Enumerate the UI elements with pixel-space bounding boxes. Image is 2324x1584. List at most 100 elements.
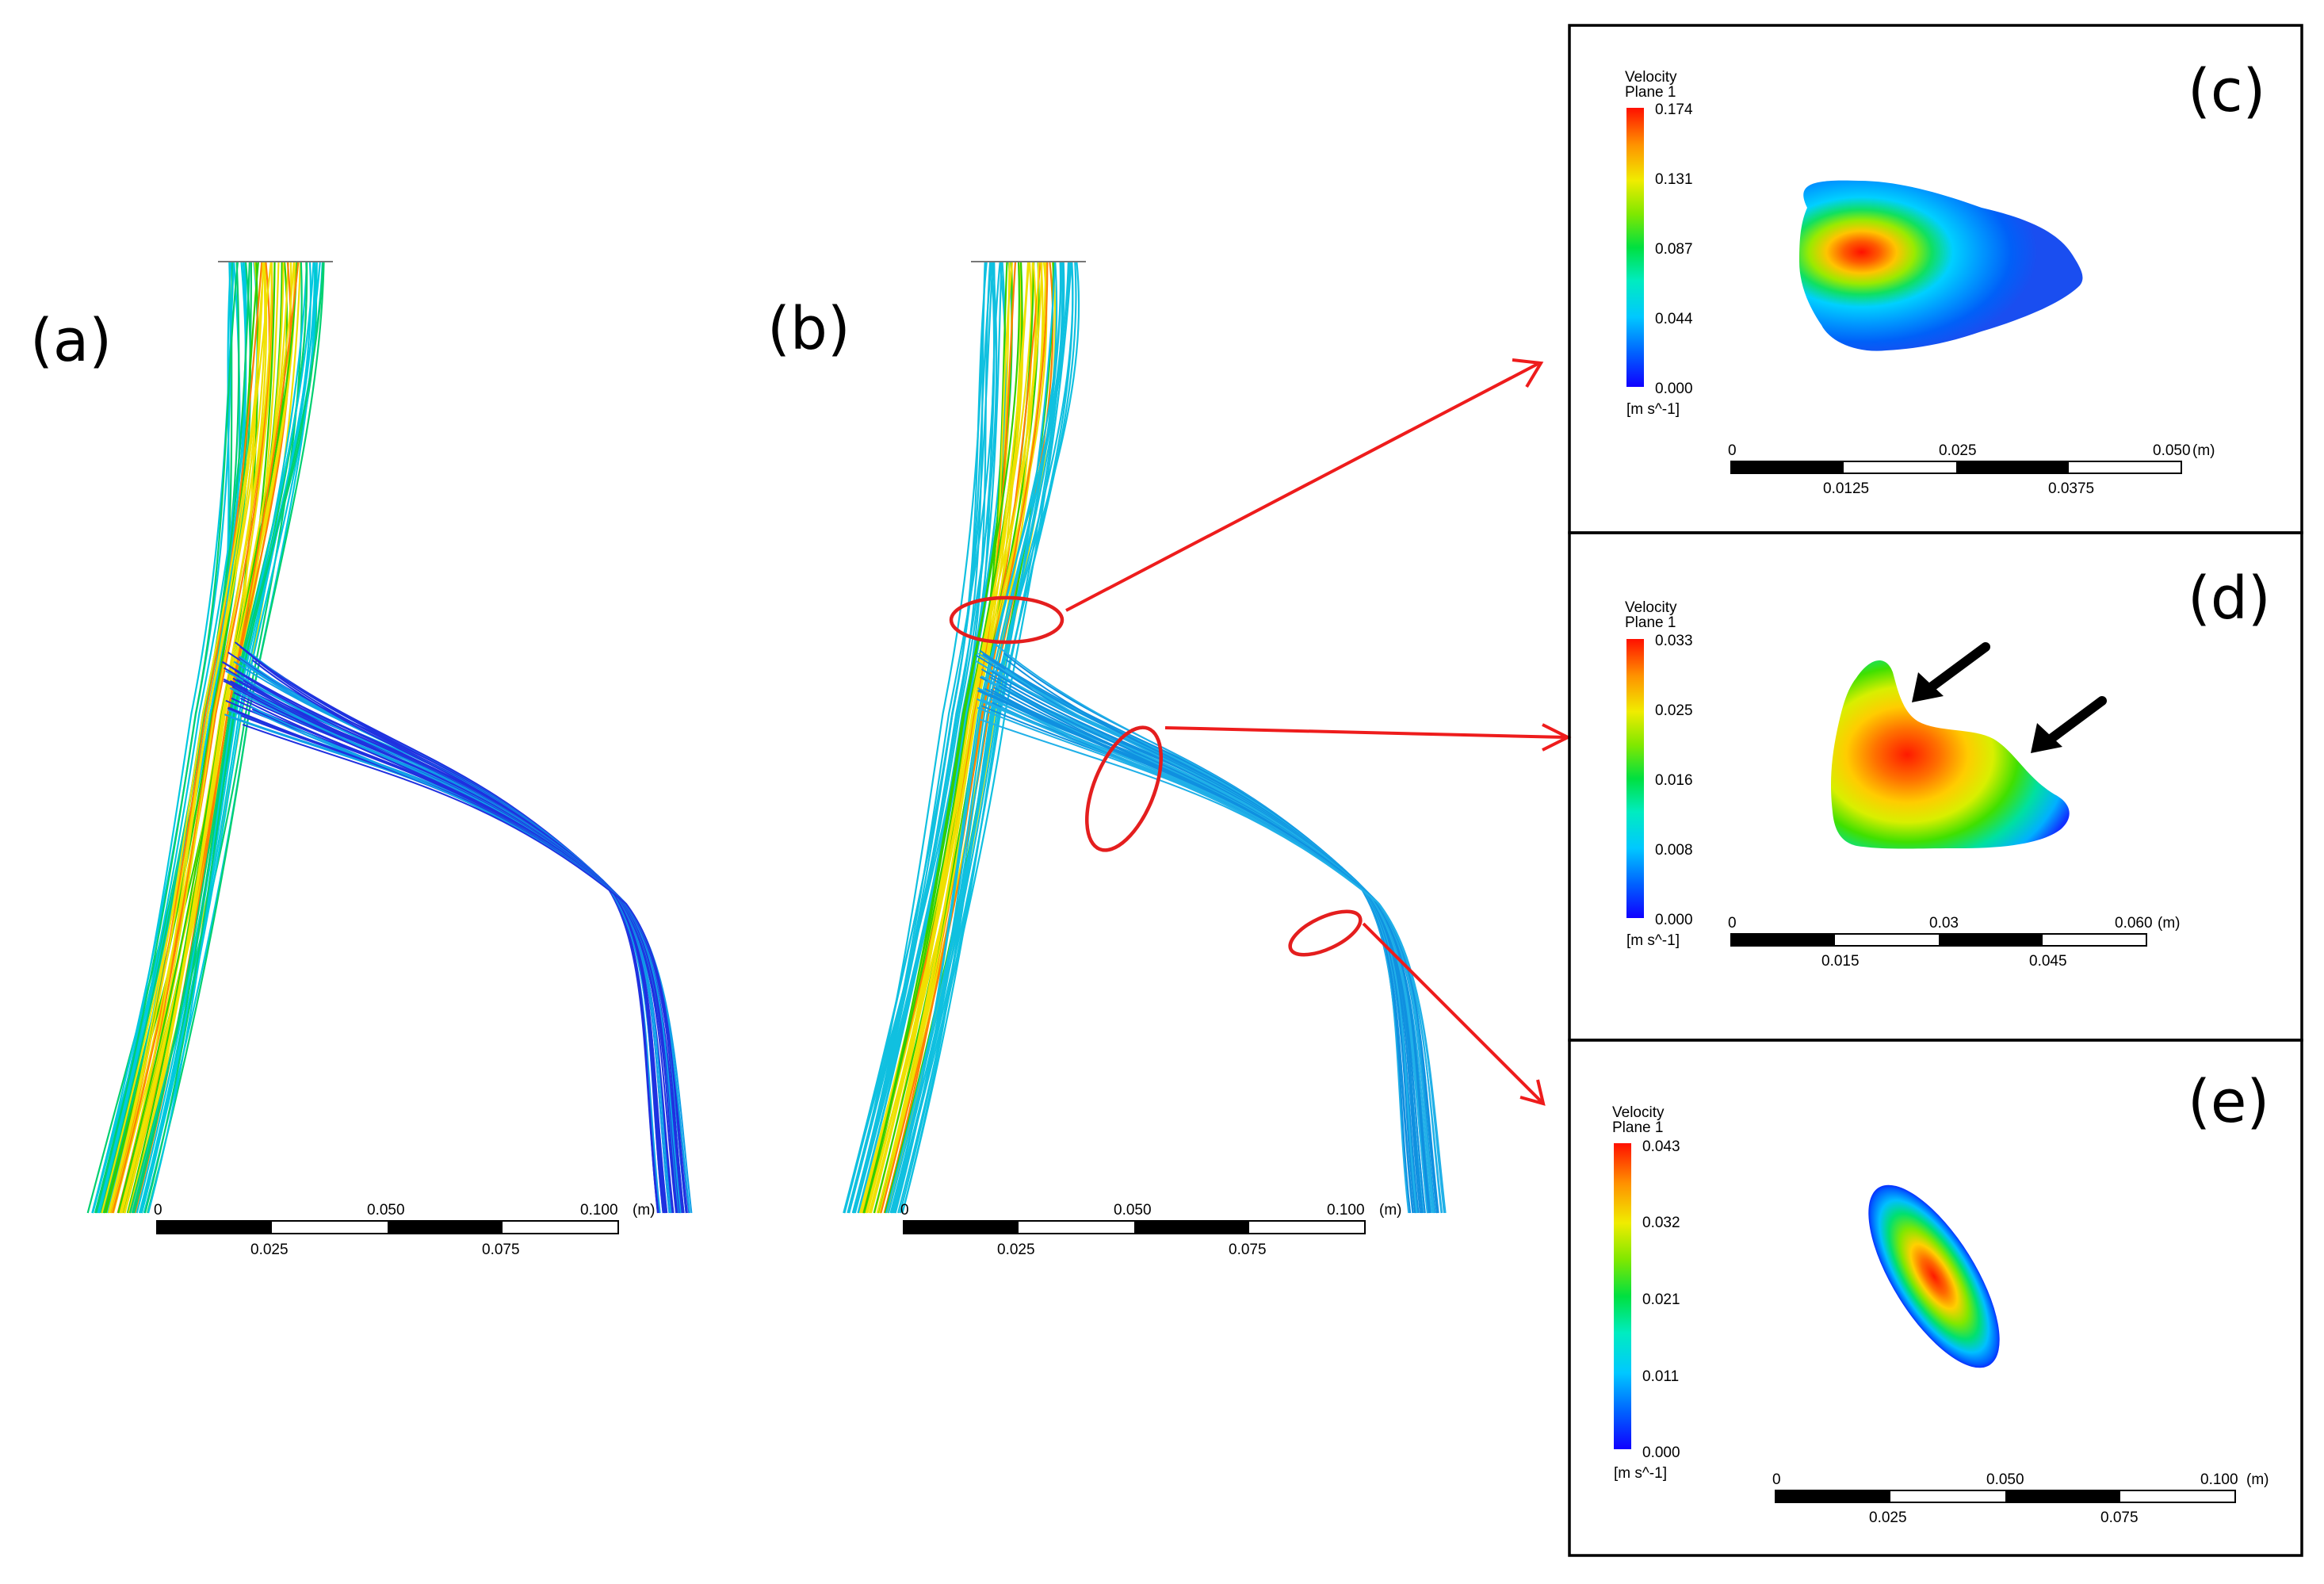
scale-bar-c: 0 0.025 0.050 (m) 0.0125 0.0375	[1728, 442, 2215, 497]
streamline-branch	[234, 687, 682, 1214]
streamline-branch	[999, 682, 1430, 1214]
scale-a-tick-100: 0.100	[580, 1202, 618, 1219]
streamline-branch	[229, 687, 682, 1214]
streamline-branch	[223, 680, 677, 1214]
black-arrow-1	[1923, 642, 1990, 694]
scale-e-tick-0: 0	[1772, 1471, 1781, 1488]
scale-bar-a: 0 0.050 0.100 (m) 0.025 0.075	[154, 1202, 655, 1258]
colorbar-c	[1626, 108, 1644, 387]
streamline-branch	[247, 689, 679, 1214]
velocity-contour-c	[1799, 180, 2083, 351]
scale-d-tick-0: 0	[1728, 915, 1737, 932]
scale-b-tick-025: 0.025	[997, 1242, 1035, 1258]
streamline-branch	[239, 655, 668, 1214]
streamline-branch	[235, 669, 675, 1214]
colorbar-d-tick-3: 0.008	[1655, 842, 1693, 859]
scale-d-unit: (m)	[2158, 915, 2180, 932]
scale-e-tick-1: 0.050	[1986, 1471, 2024, 1488]
streamline-main	[120, 261, 276, 1214]
scale-e-tick-3: 0.025	[1869, 1509, 1907, 1526]
streamline-main	[117, 261, 272, 1214]
scale-b-unit: (m)	[1379, 1202, 1401, 1219]
colorbar-c-tick-1: 0.131	[1655, 171, 1693, 188]
cross-section-marker-c	[949, 595, 1065, 645]
contour-e: Velocity Plane 1 0.043 0.032 0.021 0.011…	[1612, 1104, 2269, 1526]
streamline-branch	[995, 683, 1429, 1214]
streamline-main	[876, 261, 1048, 1214]
streamline-main	[880, 261, 1054, 1214]
streamline-main	[95, 261, 239, 1214]
black-arrows	[1912, 642, 2107, 753]
colorbar-d-subtitle: Plane 1	[1625, 614, 1676, 631]
scale-e-tick-2: 0.100	[2200, 1471, 2238, 1488]
streamline-branch	[977, 687, 1430, 1214]
colorbar-c-tick-2: 0.087	[1655, 241, 1693, 258]
scale-d-tick-1: 0.03	[1929, 915, 1959, 932]
streamline-main	[130, 261, 296, 1214]
colorbar-c-tick-3: 0.044	[1655, 311, 1693, 327]
streamline-branch	[231, 686, 682, 1214]
streamline-branch	[984, 687, 1438, 1214]
streamlines-a	[86, 261, 693, 1214]
red-arrows	[1065, 358, 1572, 1106]
streamline-branch	[239, 659, 664, 1214]
colorbar-c-tick-0: 0.174	[1655, 101, 1693, 118]
streamline-branch	[997, 677, 1421, 1214]
panel-frame-e	[1568, 1039, 2303, 1557]
streamline-branch	[250, 695, 682, 1214]
streamline-main	[128, 261, 295, 1214]
scale-c-tick-4: 0.0375	[2048, 480, 2094, 497]
streamline-main	[894, 261, 1070, 1214]
black-arrow-2-head	[2031, 723, 2062, 753]
streamline-branch	[978, 689, 1435, 1214]
streamline-branch	[244, 684, 672, 1214]
streamline-branch	[977, 652, 1417, 1214]
scale-c-unit: (m)	[2192, 442, 2215, 459]
scale-b-tick-100: 0.100	[1327, 1202, 1365, 1219]
streamline-main	[854, 261, 1001, 1214]
colorbar-e	[1614, 1143, 1631, 1449]
streamline-branch	[996, 693, 1431, 1214]
contour-d: Velocity Plane 1 0.033 0.025 0.016 0.008…	[1625, 599, 2180, 970]
colorbar-d-tick-4: 0.000	[1655, 912, 1693, 928]
colorbar-e-tick-3: 0.011	[1642, 1368, 1679, 1385]
panel-label-c: (c)	[2188, 57, 2265, 125]
arrow-to-d-head	[1542, 723, 1572, 752]
scale-c-tick-0: 0	[1728, 442, 1737, 459]
velocity-contour-d	[1831, 660, 2070, 849]
streamline-branch	[230, 680, 671, 1214]
streamline-branch	[223, 678, 673, 1214]
streamline-branch	[248, 678, 671, 1214]
streamline-main	[107, 261, 264, 1214]
streamline-branch	[980, 718, 1445, 1214]
streamline-branch	[222, 661, 667, 1214]
colorbar-d-unit: [m s^-1]	[1626, 932, 1680, 949]
panel-label-e: (e)	[2188, 1068, 2269, 1136]
scale-b-tick-075: 0.075	[1229, 1242, 1267, 1258]
colorbar-d-tick-1: 0.025	[1655, 702, 1693, 719]
scale-b-tick-0: 0	[900, 1202, 909, 1219]
scale-a-tick-025: 0.025	[250, 1242, 289, 1258]
streamline-branch	[247, 665, 665, 1214]
streamline-branch	[233, 691, 680, 1214]
scale-a-tick-0: 0	[154, 1202, 162, 1219]
streamline-branch	[996, 667, 1422, 1214]
streamline-main	[862, 261, 1021, 1214]
colorbar-e-tick-1: 0.032	[1642, 1215, 1680, 1231]
colorbar-e-subtitle: Plane 1	[1612, 1119, 1663, 1136]
streamline-branch	[989, 676, 1429, 1214]
arrow-to-d	[1164, 726, 1566, 739]
scale-e-unit: (m)	[2246, 1471, 2269, 1488]
streamline-main	[100, 261, 250, 1214]
black-arrow-2	[2042, 696, 2107, 747]
streamline-branch	[239, 675, 673, 1214]
streamline-main	[143, 261, 324, 1214]
streamline-branch	[227, 651, 661, 1214]
streamline-branch	[980, 668, 1424, 1214]
streamline-branch	[980, 675, 1424, 1214]
colorbar-d	[1626, 639, 1644, 918]
streamline-branch	[242, 723, 687, 1214]
colorbar-c-unit: [m s^-1]	[1626, 401, 1680, 418]
streamline-branch	[982, 653, 1415, 1214]
scale-c-tick-2: 0.050	[2153, 442, 2191, 459]
